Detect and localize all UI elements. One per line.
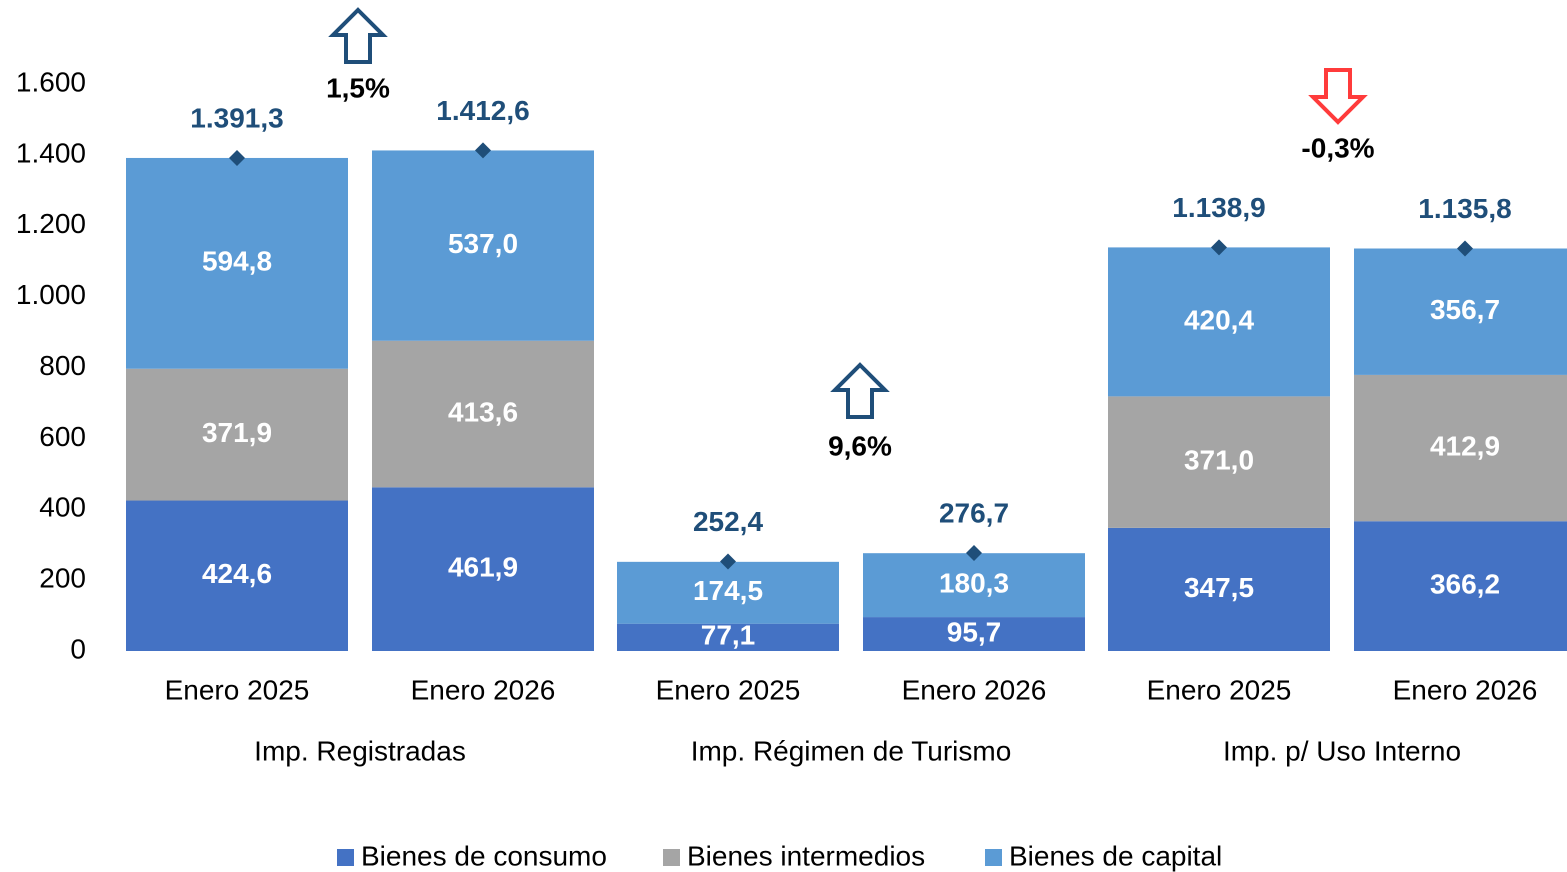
x-tick-label: Enero 2025 xyxy=(656,674,801,705)
change-label: -0,3% xyxy=(1301,132,1374,163)
y-tick-label: 1.600 xyxy=(16,66,86,97)
segment-label: 77,1 xyxy=(701,620,756,651)
bar-segment xyxy=(126,368,348,501)
total-label: 1.391,3 xyxy=(190,102,283,133)
segment-label: 371,9 xyxy=(202,417,272,448)
segment-label: 461,9 xyxy=(448,552,518,583)
y-tick-label: 1.200 xyxy=(16,208,86,239)
y-tick-label: 0 xyxy=(70,633,86,664)
segment-label: 412,9 xyxy=(1430,430,1500,461)
x-tick-label: Enero 2025 xyxy=(1147,674,1292,705)
total-marker xyxy=(720,553,736,570)
segment-label: 424,6 xyxy=(202,558,272,589)
segment-label: 366,2 xyxy=(1430,569,1500,600)
bar-segment xyxy=(863,617,1085,651)
legend-swatch xyxy=(985,849,1002,866)
total-label: 276,7 xyxy=(939,497,1009,528)
legend-swatch xyxy=(337,849,354,866)
bar-segment xyxy=(617,623,839,651)
segment-label: 420,4 xyxy=(1184,304,1254,335)
legend-label: Bienes intermedios xyxy=(687,840,925,871)
change-label: 9,6% xyxy=(828,430,892,461)
bar-segment xyxy=(863,553,1085,618)
segment-label: 371,0 xyxy=(1184,445,1254,476)
segment-label: 180,3 xyxy=(939,568,1009,599)
y-tick-label: 600 xyxy=(39,421,86,452)
bar-segment xyxy=(617,561,839,624)
y-tick-label: 1.400 xyxy=(16,137,86,168)
y-tick-label: 800 xyxy=(39,350,86,381)
change-arrow xyxy=(328,7,388,64)
total-marker xyxy=(966,544,982,561)
y-tick-label: 400 xyxy=(39,492,86,523)
total-marker xyxy=(475,142,491,159)
total-label: 1.135,8 xyxy=(1418,193,1511,224)
total-marker xyxy=(229,149,245,166)
change-arrow xyxy=(1308,68,1368,125)
bar-segment xyxy=(372,150,594,341)
group-label: Imp. p/ Uso Interno xyxy=(1223,735,1461,766)
x-tick-label: Enero 2026 xyxy=(411,674,556,705)
x-tick-label: Enero 2026 xyxy=(1393,674,1538,705)
segment-label: 174,5 xyxy=(693,575,763,606)
total-marker xyxy=(1457,240,1473,257)
bar-segment xyxy=(126,500,348,651)
total-label: 1.412,6 xyxy=(436,95,529,126)
segment-label: 594,8 xyxy=(202,246,272,277)
group-label: Imp. Registradas xyxy=(254,735,466,766)
segment-label: 95,7 xyxy=(947,616,1002,647)
total-label: 1.138,9 xyxy=(1172,192,1265,223)
segment-label: 413,6 xyxy=(448,396,518,427)
legend-swatch xyxy=(663,849,680,866)
segment-label: 347,5 xyxy=(1184,572,1254,603)
y-tick-label: 1.000 xyxy=(16,279,86,310)
group-label: Imp. Régimen de Turismo xyxy=(691,735,1012,766)
bar-segment xyxy=(1354,248,1567,375)
bar-segment xyxy=(1108,527,1330,651)
bar-segment xyxy=(1354,521,1567,651)
total-marker xyxy=(1211,239,1227,256)
bar-segment xyxy=(1354,374,1567,522)
legend-label: Bienes de capital xyxy=(1009,840,1222,871)
segment-label: 537,0 xyxy=(448,228,518,259)
x-tick-label: Enero 2025 xyxy=(165,674,310,705)
legend-label: Bienes de consumo xyxy=(361,840,607,871)
bar-segment xyxy=(1108,396,1330,528)
y-tick-label: 200 xyxy=(39,563,86,594)
segment-label: 356,7 xyxy=(1430,294,1500,325)
change-arrow xyxy=(830,362,890,419)
bar-segment xyxy=(126,157,348,369)
bar-segment xyxy=(1108,247,1330,397)
change-label: 1,5% xyxy=(326,72,390,103)
x-tick-label: Enero 2026 xyxy=(902,674,1047,705)
total-label: 252,4 xyxy=(693,506,763,537)
bar-segment xyxy=(372,340,594,488)
bar-segment xyxy=(372,487,594,651)
